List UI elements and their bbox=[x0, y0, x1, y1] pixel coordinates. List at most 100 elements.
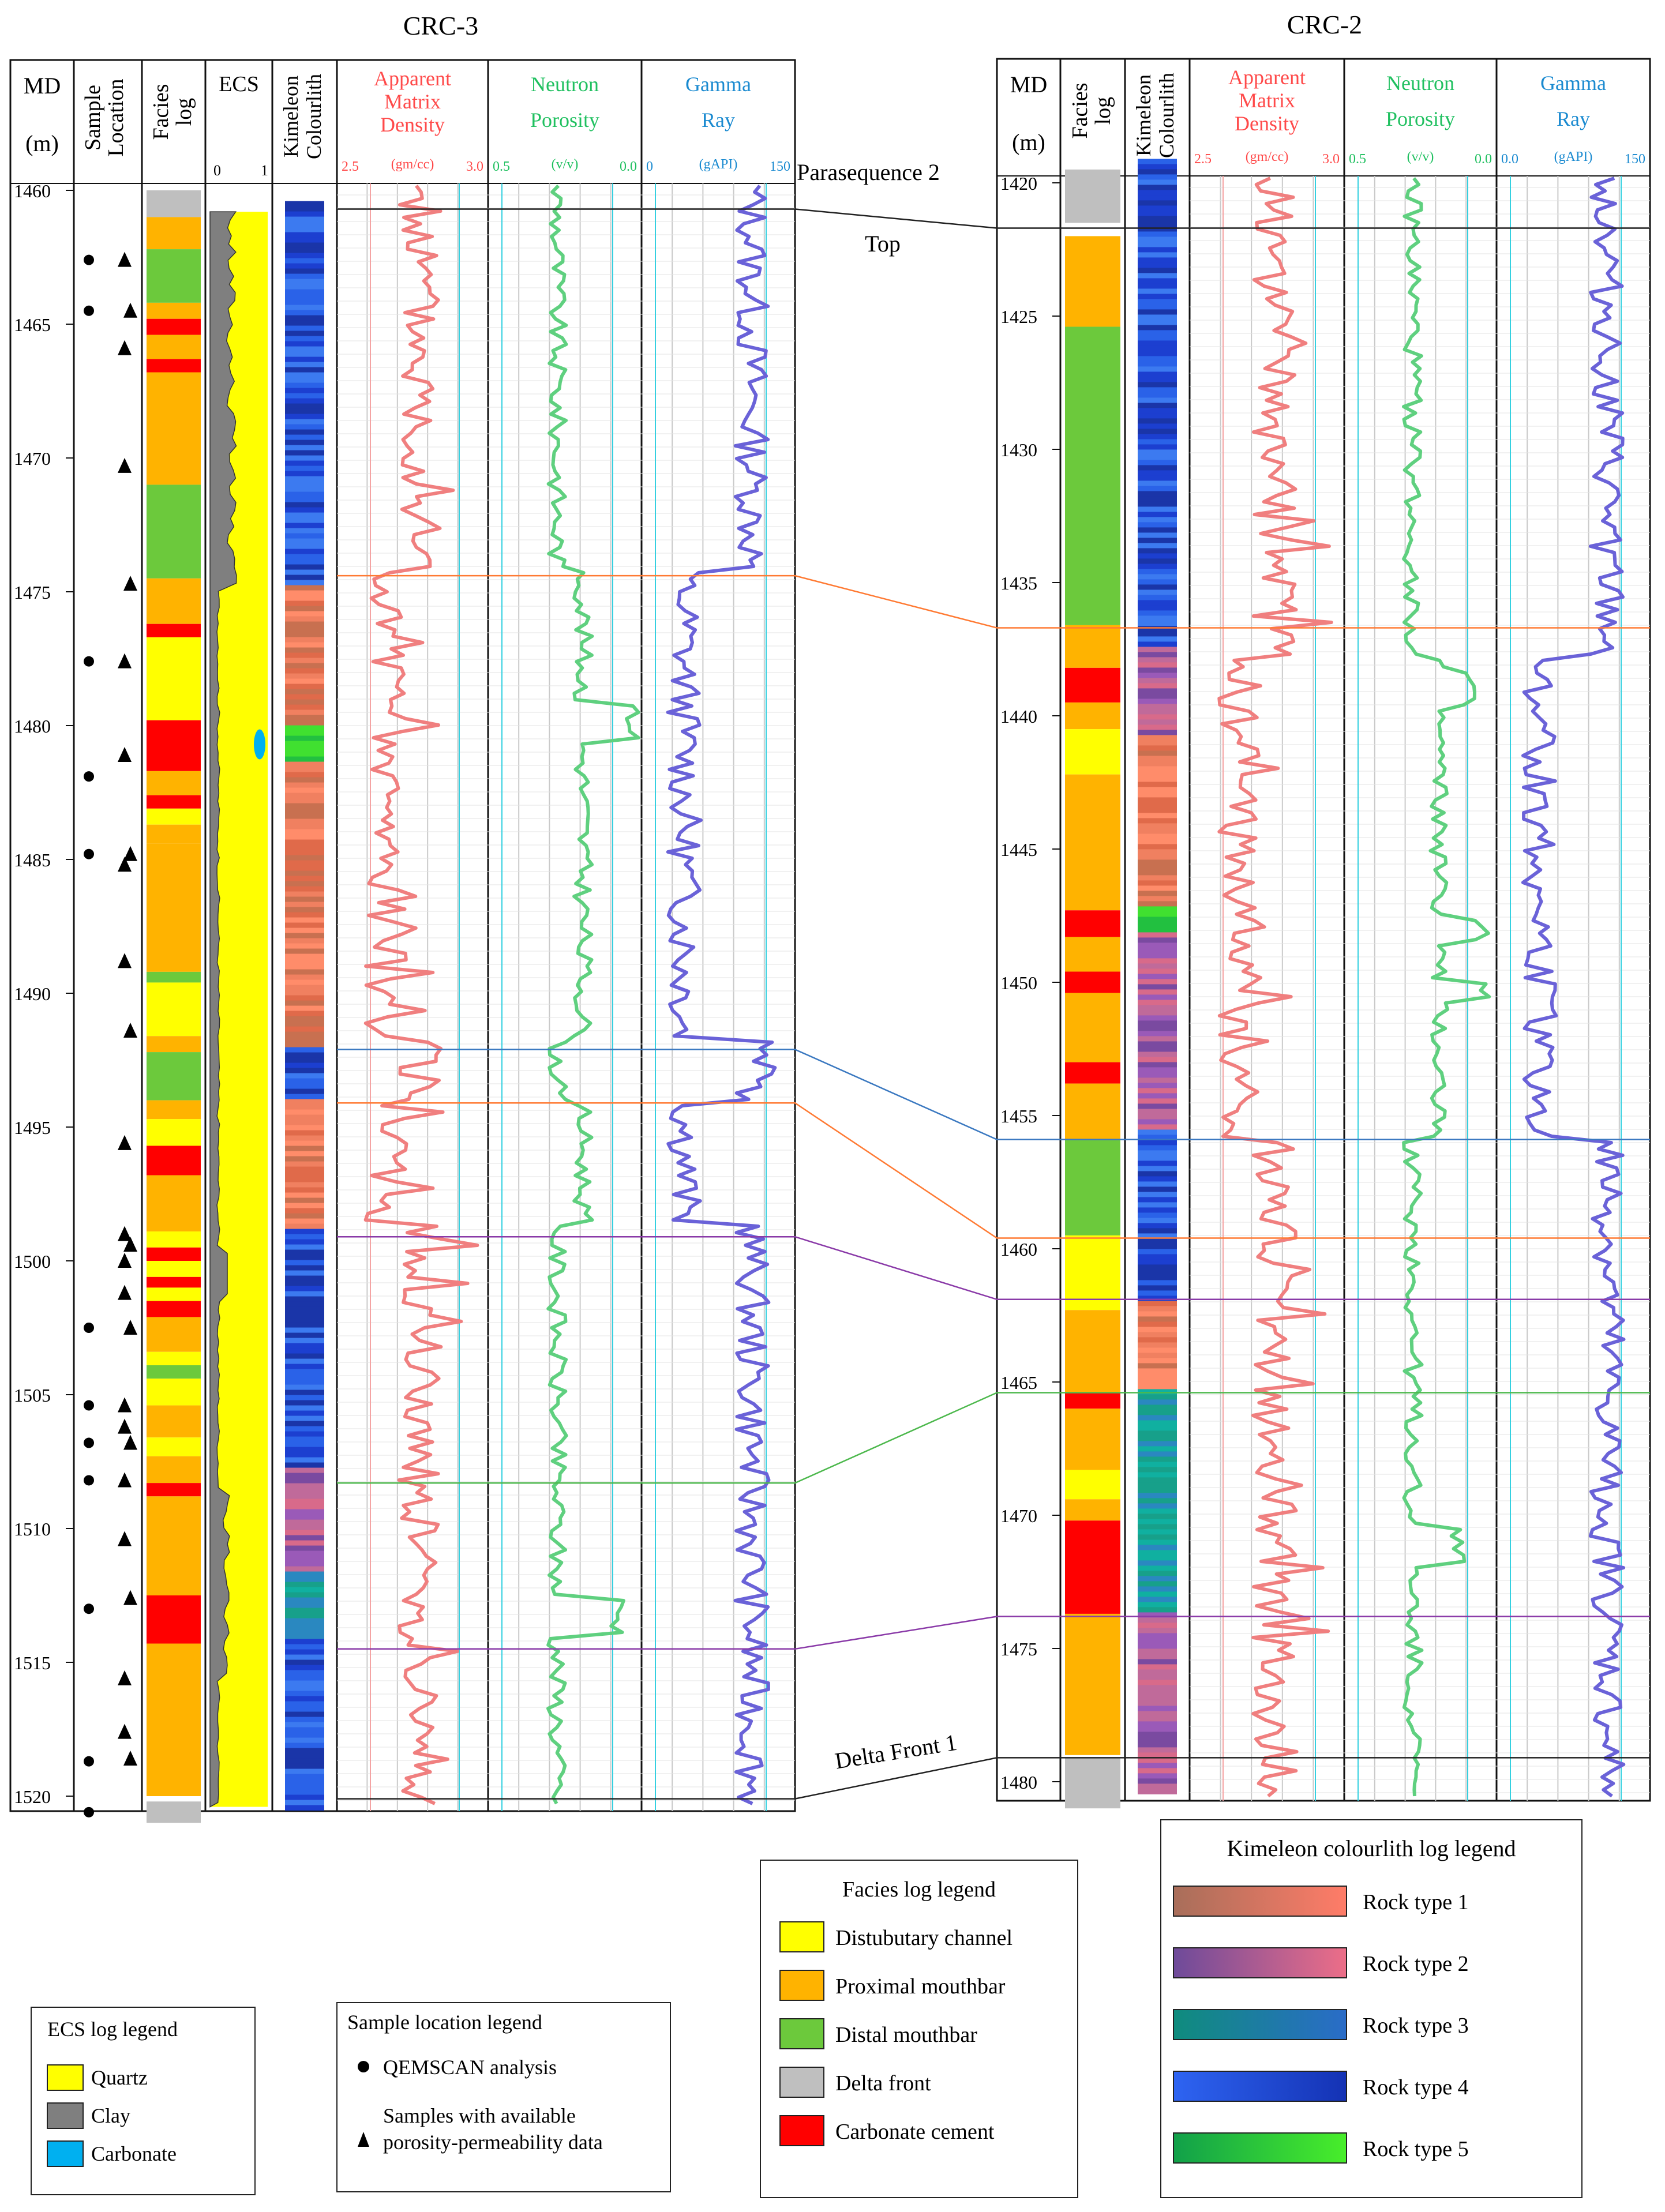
colourlith-band-orange bbox=[285, 964, 324, 970]
colourlith-band-purple bbox=[1138, 683, 1177, 689]
colourlith-band-blue bbox=[1138, 641, 1177, 647]
well-panel-crc3: MD (m) 1460 1465 1470 1475 1480 1485 1490 1495 150… bbox=[9, 59, 796, 1823]
colourlith-band-orange bbox=[285, 798, 324, 804]
colourlith-band-orange bbox=[285, 1223, 324, 1230]
poro-perm-sample-triangle bbox=[118, 1226, 132, 1241]
colourlith-band-blue bbox=[1138, 273, 1177, 279]
colourlith-band-blue bbox=[285, 538, 324, 544]
colourlith-band-blue bbox=[1138, 371, 1177, 377]
colourlith-band-blue bbox=[1138, 1218, 1177, 1223]
colourlith-band-purple bbox=[285, 1467, 324, 1474]
colourlith-band-orange bbox=[285, 1109, 324, 1116]
gamma-curve bbox=[1521, 176, 1626, 1798]
kimeleon-legend-label: Rock type 5 bbox=[1363, 2137, 1469, 2161]
ecs-legend-clay-swatch bbox=[47, 2102, 84, 2129]
colourlith-band-orange bbox=[285, 1213, 324, 1219]
colourlith-band-orange bbox=[1138, 776, 1177, 782]
colourlith-band-blue bbox=[285, 1094, 324, 1100]
colourlith-band-blue bbox=[285, 1421, 324, 1427]
colourlith-band-orange bbox=[1138, 1379, 1177, 1384]
colourlith-band-orange bbox=[285, 673, 324, 679]
facies-block-delta-front bbox=[1065, 1757, 1120, 1809]
colourlith-band-blue bbox=[285, 393, 324, 399]
colourlith-band-blue bbox=[285, 1301, 324, 1308]
colourlith-band-blue bbox=[285, 382, 324, 389]
colourlith-band-blue bbox=[285, 1057, 324, 1064]
colourlith-band-green bbox=[285, 725, 324, 731]
facies-block-proximal-mouthbar bbox=[1065, 702, 1120, 730]
colourlith-band-orange bbox=[285, 876, 324, 882]
colourlith-band-blue bbox=[285, 403, 324, 410]
qemscan-sample-dot bbox=[84, 254, 94, 265]
colourlith-band-purple bbox=[1138, 1015, 1177, 1021]
colourlith-band-orange bbox=[1138, 833, 1177, 839]
colourlith-band-orange bbox=[285, 1166, 324, 1173]
gamma-left-scale: 0 bbox=[646, 159, 653, 174]
colourlith-band-blue bbox=[285, 1078, 324, 1084]
colourlith-band-purple bbox=[1138, 704, 1177, 709]
ecs-legend-quartz-swatch bbox=[47, 2064, 84, 2091]
density-curve bbox=[1217, 176, 1333, 1798]
colourlith-band-orange bbox=[285, 590, 324, 596]
colourlith-band-orange bbox=[1138, 854, 1177, 860]
sample-legend-poro-line2: porosity-permeability data bbox=[383, 2131, 603, 2154]
colourlith-band-blue bbox=[285, 1789, 324, 1796]
colourlith-band-orange bbox=[285, 803, 324, 809]
poro-perm-sample-triangle bbox=[118, 457, 132, 473]
colourlith-band-purple bbox=[1138, 1109, 1177, 1114]
colourlith-band-blue bbox=[285, 1415, 324, 1422]
facies-block-carbonate-cement bbox=[147, 1301, 201, 1317]
colourlith-band-blue bbox=[1138, 236, 1177, 242]
colourlith-band-blue bbox=[1138, 185, 1177, 190]
colourlith-band-blue bbox=[1138, 377, 1177, 382]
colourlith-band-blue bbox=[285, 1348, 324, 1354]
colourlith-band-purple bbox=[285, 1478, 324, 1484]
ecs-legend-carbonate-swatch bbox=[47, 2140, 84, 2167]
colourlith-band-blue bbox=[285, 377, 324, 384]
colourlith-band-blue bbox=[285, 273, 324, 280]
colourlith-band-blue bbox=[1138, 527, 1177, 533]
colourlith-band-blue bbox=[285, 1691, 324, 1697]
colourlith-band-teal bbox=[1138, 1586, 1177, 1592]
colourlith-band-teal bbox=[1138, 1493, 1177, 1499]
colourlith-band-orange bbox=[285, 1120, 324, 1126]
colourlith-band-teal bbox=[285, 1571, 324, 1578]
kimeleon-legend-label: Rock type 4 bbox=[1363, 2075, 1469, 2100]
colourlith-band-orange bbox=[285, 1146, 324, 1152]
colourlith-band-blue bbox=[285, 1779, 324, 1785]
colourlith-band-blue bbox=[285, 481, 324, 487]
colourlith-band-blue bbox=[285, 1088, 324, 1095]
colourlith-band-orange bbox=[1138, 745, 1177, 751]
facies-block-proximal-mouthbar bbox=[147, 1100, 201, 1120]
colourlith-band-blue bbox=[1138, 584, 1177, 590]
colourlith-band-blue bbox=[285, 1774, 324, 1780]
sample-legend-poro-line1: Samples with available bbox=[383, 2104, 576, 2127]
sample-location-legend: Sample location legend QEMSCAN analysis … bbox=[336, 2002, 671, 2192]
colourlith-band-purple bbox=[1138, 688, 1177, 694]
colourlith-band-purple bbox=[1138, 693, 1177, 699]
colourlith-band-orange bbox=[1138, 870, 1177, 876]
colourlith-band-blue bbox=[1138, 439, 1177, 445]
colourlith-band-purple bbox=[1138, 932, 1177, 938]
colourlith-band-orange bbox=[1138, 1306, 1177, 1312]
colourlith-band-orange bbox=[285, 912, 324, 918]
md-unit: (m) bbox=[1012, 129, 1045, 155]
colourlith-band-blue bbox=[1138, 449, 1177, 455]
colourlith-band-blue bbox=[1138, 522, 1177, 528]
colourlith-band-orange bbox=[285, 922, 324, 929]
colourlith-band-purple bbox=[1138, 1000, 1177, 1005]
colourlith-band-blue bbox=[285, 1073, 324, 1079]
colourlith-band-teal bbox=[1138, 1591, 1177, 1597]
kimeleon-legend: Kimeleon colourlith log legend Rock type… bbox=[1160, 1819, 1582, 2198]
colourlith-band-blue bbox=[285, 1654, 324, 1661]
correlation-line bbox=[337, 1049, 1650, 1140]
colourlith-band-blue bbox=[285, 388, 324, 394]
colourlith-band-orange bbox=[285, 1125, 324, 1131]
colourlith-band-blue bbox=[1138, 1290, 1177, 1296]
colourlith-band-orange bbox=[1138, 1327, 1177, 1332]
colourlith-band-orange bbox=[285, 808, 324, 814]
sample-location-header-line1: Sample bbox=[81, 85, 105, 151]
colourlith-band-orange bbox=[285, 782, 324, 788]
colourlith-band-blue bbox=[285, 523, 324, 529]
colourlith-band-purple bbox=[1138, 1757, 1177, 1763]
